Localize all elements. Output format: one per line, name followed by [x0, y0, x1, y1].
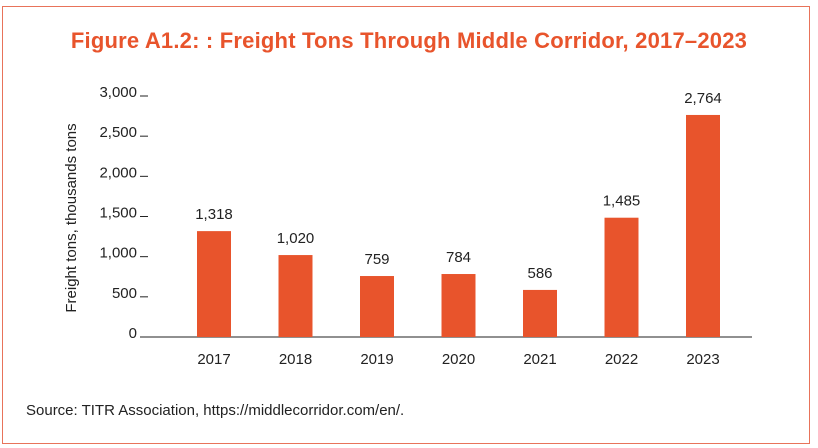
x-tick-label-2020: 2020	[442, 351, 475, 368]
bar-2021	[523, 289, 557, 337]
bar-2019	[360, 276, 394, 337]
x-tick-label-2018: 2018	[279, 351, 312, 368]
bar-2022	[604, 217, 639, 337]
y-tick-label: 1,500	[99, 205, 137, 222]
data-label-2019: 759	[364, 251, 389, 268]
figure-frame	[2, 6, 810, 444]
bars	[197, 114, 720, 337]
data-label-2021: 586	[527, 265, 552, 282]
bar-2017	[197, 231, 231, 337]
x-tick-label-2017: 2017	[197, 351, 230, 368]
y-tick-label: 2,000	[99, 164, 137, 181]
data-label-2023: 2,764	[684, 90, 722, 107]
x-tick-label-2022: 2022	[605, 351, 638, 368]
y-axis: 0 500 1,000 1,500 2,000 2,500 3,000	[99, 84, 752, 342]
data-label-2022: 1,485	[603, 193, 641, 210]
data-label-2017: 1,318	[195, 206, 233, 223]
y-axis-title: Freight tons, thousands tons	[63, 123, 80, 312]
bar-2020	[441, 274, 476, 337]
x-tick-label-2019: 2019	[360, 351, 393, 368]
source-note: Source: TITR Association, https://middle…	[26, 402, 405, 419]
x-tick-label-2021: 2021	[523, 351, 556, 368]
x-tick-label-2023: 2023	[686, 351, 719, 368]
y-tick-label: 3,000	[99, 84, 137, 101]
bar-2018	[278, 255, 313, 337]
data-label-2018: 1,020	[277, 230, 315, 247]
y-tick-label: 500	[112, 285, 137, 302]
data-label-2020: 784	[446, 249, 471, 266]
data-labels: 1,318 1,020 759 784 586 1,485 2,764	[195, 90, 722, 282]
y-tick-label: 0	[129, 325, 137, 342]
bar-2023	[686, 114, 720, 337]
y-tick-label: 2,500	[99, 124, 137, 141]
y-tick-label: 1,000	[99, 245, 137, 262]
chart-title: Figure A1.2: : Freight Tons Through Midd…	[70, 28, 748, 53]
x-axis-labels: 2017 2018 2019 2020 2021 2022 2023	[197, 351, 719, 368]
